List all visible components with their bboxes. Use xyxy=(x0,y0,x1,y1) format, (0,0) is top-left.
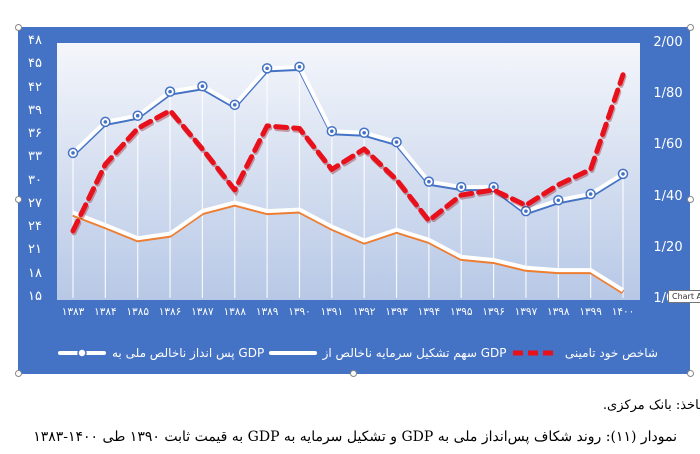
marker-dot xyxy=(71,151,75,155)
legend-item-capital[interactable]: سهم تشکیل سرمایه ناخالص از GDP xyxy=(268,346,507,360)
x-tick-label: ۱۴۰۰ xyxy=(611,306,635,318)
y-tick-label: ۴۲ xyxy=(28,79,42,95)
marker-dot xyxy=(330,129,334,134)
legend-label-savings: پس انداز ناخالص ملی به GDP xyxy=(112,346,265,360)
y-tick-label: ۲۷ xyxy=(28,195,42,211)
savings-line[interactable] xyxy=(71,64,625,214)
x-tick-label: ۱۳۸۴ xyxy=(94,306,117,318)
x-tick-label: ۱۳۹۴ xyxy=(417,306,441,318)
dashed-line-icon xyxy=(512,350,557,356)
y2-tick-label: 1/60 xyxy=(653,137,683,153)
x-tick-label: ۱۳۸۸ xyxy=(223,306,247,318)
capital-formation-line[interactable] xyxy=(72,200,625,292)
marker-dot xyxy=(524,209,528,213)
marker-dot xyxy=(168,89,172,94)
marker-dot xyxy=(459,185,464,189)
marker-dot xyxy=(427,179,431,184)
chart-area-tooltip: Chart Area xyxy=(668,290,700,303)
legend-label-index: شاخص خود تامینی xyxy=(564,346,658,360)
figure-caption: نمودار (۱۱): روند شکاف پس‌انداز ملی به G… xyxy=(33,429,677,445)
x-tick-label: ۱۳۹۳ xyxy=(385,306,408,318)
marker-dot xyxy=(621,172,625,176)
x-tick-label: ۱۳۸۶ xyxy=(158,306,182,318)
y2-tick-label: 1/80 xyxy=(653,86,683,102)
x-tick-label: ۱۳۸۹ xyxy=(255,306,279,318)
solid-line-icon xyxy=(268,351,317,355)
marker-dot xyxy=(135,113,140,118)
x-tick-label: ۱۳۸۷ xyxy=(191,306,214,318)
circle-marker-line-icon xyxy=(58,348,106,358)
y-tick-label: ۴۸ xyxy=(28,33,42,48)
marker-dot xyxy=(491,185,496,189)
chart-legend[interactable]: پس انداز ناخالص ملی به GDP سهم تشکیل سرم… xyxy=(58,343,658,363)
resize-handle-top-right[interactable] xyxy=(687,24,694,31)
x-tick-label: ۱۳۹۲ xyxy=(352,306,376,318)
marker-dot xyxy=(556,198,561,203)
x-axis: ۱۳۸۳ ۱۳۸۴ ۱۳۸۵ ۱۳۸۶ ۱۳۸۷ ۱۳۸۸ ۱۳۸۹ ۱۳۹۰ ۱۳۹۱ ۱۳۹۲… xyxy=(57,306,640,324)
x-tick-label: ۱۳۹۸ xyxy=(547,306,570,318)
marker-dot xyxy=(103,120,108,124)
marker-dot xyxy=(588,192,593,196)
marker-dot xyxy=(297,65,302,69)
legend-item-savings[interactable]: پس انداز ناخالص ملی به GDP xyxy=(58,346,264,360)
source-note: ماخذ: بانک مرکزی. xyxy=(602,398,700,413)
x-tick-label: ۱۳۹۱ xyxy=(320,306,344,318)
x-tick-label: ۱۳۹۰ xyxy=(288,306,311,318)
legend-item-index[interactable]: شاخص خود تامینی xyxy=(511,346,658,360)
resize-handle-mid-right[interactable] xyxy=(687,196,694,203)
y-tick-label: ۳۹ xyxy=(28,102,42,118)
y-tick-label: ۳۳ xyxy=(28,149,42,165)
x-tick-label: ۱۳۹۶ xyxy=(482,306,505,318)
x-tick-label: ۱۳۹۹ xyxy=(579,306,602,318)
y-tick-label: ۳۶ xyxy=(28,126,42,142)
savings-shadow xyxy=(71,66,625,216)
y-tick-label: ۱۸ xyxy=(28,265,42,281)
legend-label-capital: سهم تشکیل سرمایه ناخالص از GDP xyxy=(322,346,507,360)
self-reliance-index-line[interactable] xyxy=(70,72,626,234)
y-tick-label: ۳۰ xyxy=(28,172,42,188)
y-tick-label: ۲۱ xyxy=(28,242,42,258)
x-tick-label: ۱۳۸۵ xyxy=(126,306,149,318)
resize-handle-bottom-left[interactable] xyxy=(15,370,22,377)
y2-tick-label: 2/00 xyxy=(653,35,683,50)
marker-dot xyxy=(200,84,205,89)
plot-area[interactable] xyxy=(57,43,640,300)
y2-tick-label: 1/40 xyxy=(653,188,683,204)
y-tick-label: ۱۵ xyxy=(28,289,42,304)
resize-handle-bottom-mid[interactable] xyxy=(350,370,357,377)
resize-handle-mid-left[interactable] xyxy=(15,196,22,203)
x-tick-label: ۱۳۹۵ xyxy=(449,306,473,318)
marker-dot xyxy=(265,66,269,71)
y-tick-label: ۲۴ xyxy=(28,219,42,235)
marker-dot xyxy=(232,103,237,107)
resize-handle-top-left[interactable] xyxy=(15,24,22,31)
marker-dot xyxy=(362,130,366,135)
capital-formation-shadow xyxy=(72,202,625,294)
y2-tick-label: 1/20 xyxy=(653,239,683,255)
x-tick-label: ۱۳۹۷ xyxy=(514,306,538,318)
marker-dot xyxy=(394,140,399,144)
resize-handle-bottom-right[interactable] xyxy=(687,370,694,377)
x-tick-label: ۱۳۸۳ xyxy=(61,306,85,318)
y-tick-label: ۴۵ xyxy=(28,56,42,72)
